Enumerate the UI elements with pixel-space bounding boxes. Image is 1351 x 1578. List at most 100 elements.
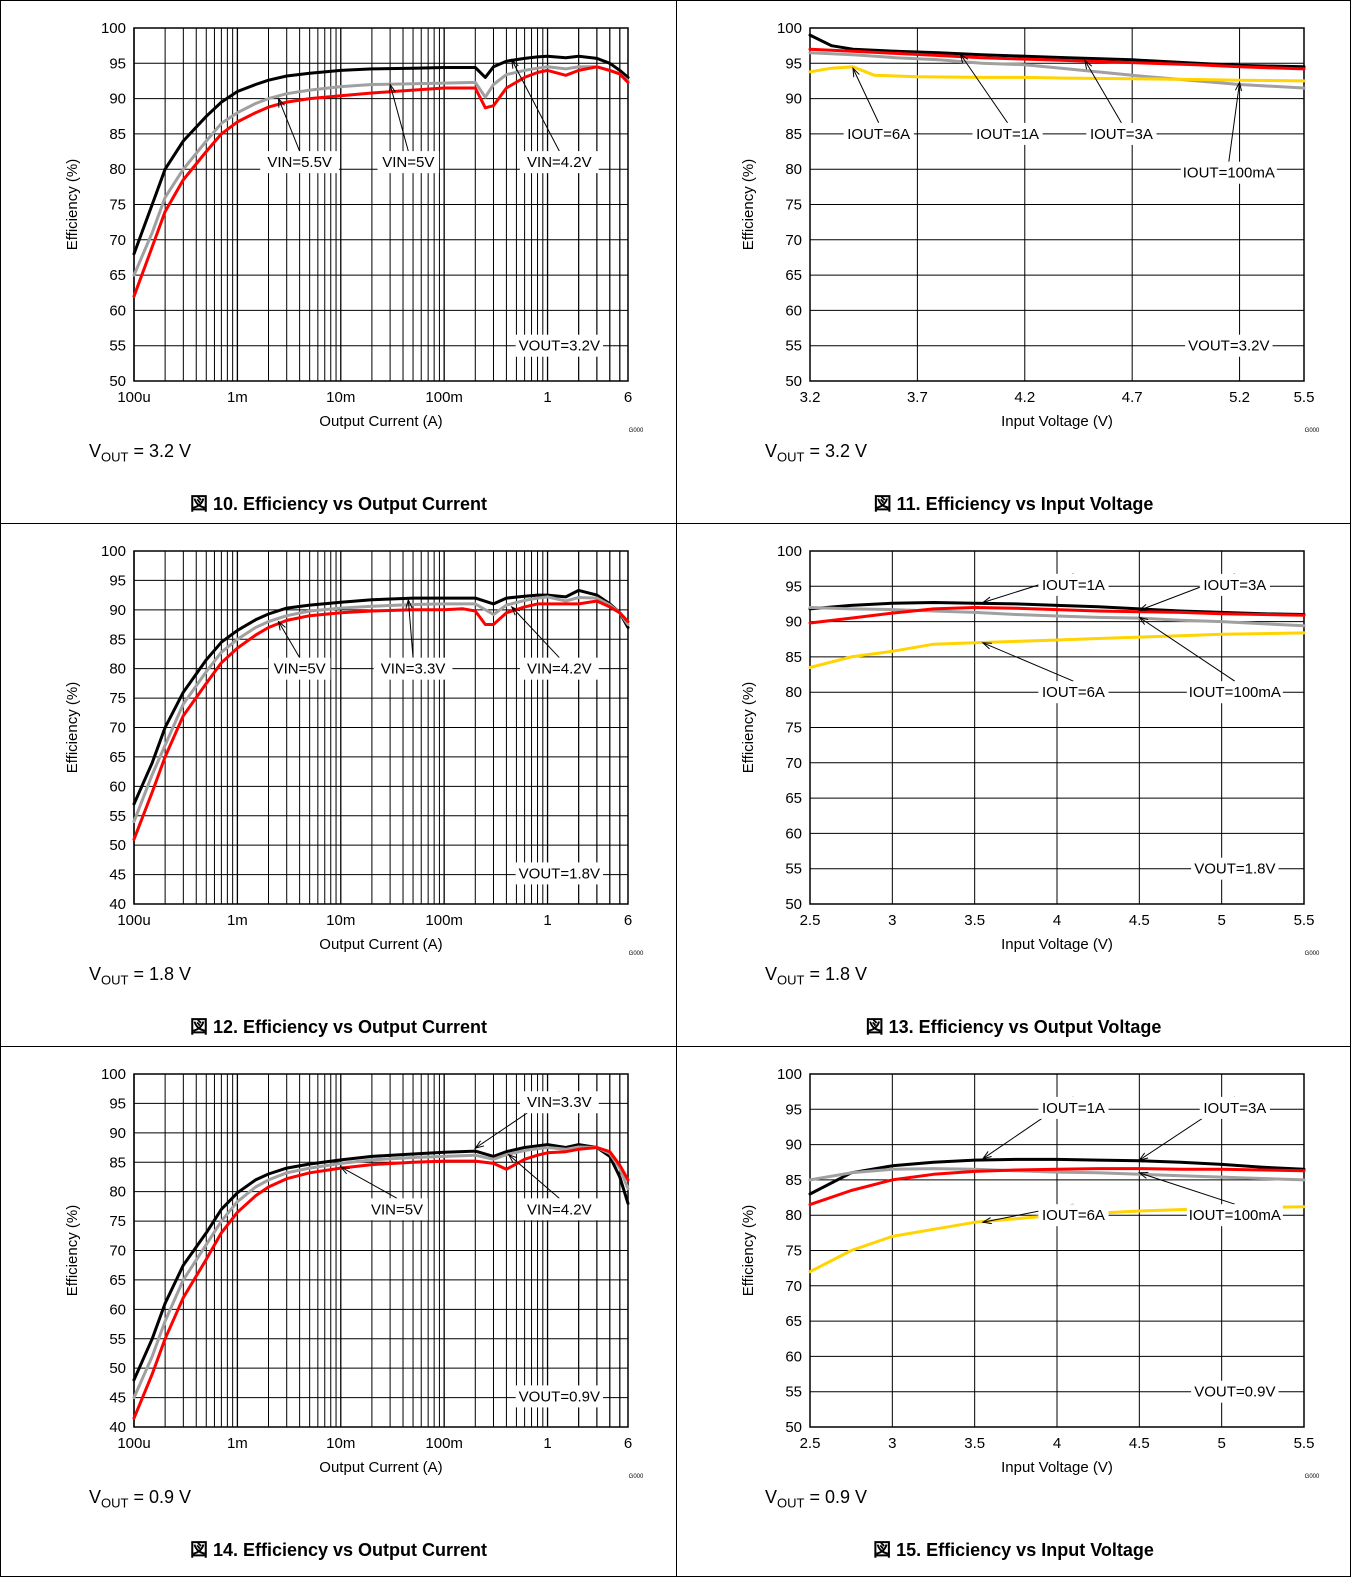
annotation-box [515, 862, 604, 885]
annotation-box [373, 657, 453, 680]
annotation-arrow [278, 621, 301, 658]
annotation-label: VIN=4.2V [527, 154, 592, 171]
y-tick-label: 65 [109, 749, 126, 766]
annotation-arrow [982, 642, 1074, 682]
y-tick-label: 50 [785, 1419, 802, 1436]
annotation-arrowhead [1138, 1152, 1149, 1161]
annotation-arrowhead [981, 642, 992, 650]
annotation-label: VIN=5V [274, 661, 326, 678]
y-tick-label: 50 [109, 837, 126, 854]
annotation-label: IOUT=3A [1203, 577, 1266, 594]
series-line-vin-4-2v [132, 599, 630, 841]
y-tick-label: 75 [109, 197, 126, 214]
series-line-vin-3-3v [132, 1143, 630, 1382]
y-tick-label: 60 [109, 1301, 126, 1318]
condition-label: VOUT = 1.8 V [765, 964, 868, 988]
annotation-box [519, 657, 599, 680]
annotation-box [972, 122, 1043, 145]
chart-efficiency-vs-output-voltage-1v8: 50 55 60 65 70 75 80 85 90 95 100 2.5 3 3.5 4 4.5 5 5.5 In… [740, 543, 1320, 957]
y-tick-label: 85 [785, 126, 802, 143]
annotation-arrowhead [507, 1153, 518, 1163]
annotation-arrow [959, 53, 1009, 124]
graph-code: G000 [629, 428, 644, 434]
y-axis-title: Efficiency (%) [64, 682, 81, 773]
annotation-arrow [1228, 82, 1241, 162]
annotation-box [519, 1198, 599, 1221]
y-tick-label: 90 [785, 91, 802, 108]
annotation-box [515, 334, 604, 357]
x-tick-label: 3 [888, 912, 896, 929]
y-tick-label: 50 [109, 1360, 126, 1377]
annotation-arrowhead [1084, 59, 1093, 70]
y-tick-label: 60 [109, 778, 126, 795]
y-axis-title: Efficiency (%) [64, 1205, 81, 1296]
x-tick-label: 3.5 [964, 912, 985, 929]
plot-frame [809, 27, 1305, 382]
y-tick-label: 60 [785, 302, 802, 319]
x-axis-title: Input Voltage (V) [1001, 413, 1113, 430]
figure-caption: 図 11. Efficiency vs Input Voltage [873, 494, 1154, 514]
y-tick-label: 45 [109, 1390, 126, 1407]
graph-code: G000 [1305, 428, 1320, 434]
x-tick-label: 1 [543, 1435, 551, 1452]
y-axis-title: Efficiency (%) [64, 159, 81, 250]
y-axis-title: Efficiency (%) [740, 1205, 757, 1296]
annotation-box [268, 657, 331, 680]
annotation-arrow [511, 606, 560, 659]
annotation-box [1199, 573, 1270, 596]
annotation-box [1038, 681, 1109, 704]
graph-code: G000 [629, 951, 644, 957]
figure-15-cell: 50 55 60 65 70 75 80 85 90 95 100 2.5 3 3.5 4 4.5 5 5.5 In… [676, 1046, 1351, 1577]
figure-caption: 図 10. Efficiency vs Output Current [189, 494, 488, 514]
y-tick-label: 70 [109, 232, 126, 249]
y-tick-label: 80 [785, 684, 802, 701]
graph-code: G000 [1305, 951, 1320, 957]
y-tick-label: 70 [785, 1278, 802, 1295]
annotation-box [843, 122, 914, 145]
annotation-arrowhead [852, 66, 860, 78]
y-tick-label: 95 [109, 55, 126, 72]
figure-14-cell: 40 45 50 55 60 65 70 75 80 85 90 95 100 100u 1m 10m 100m… [0, 1046, 677, 1577]
y-tick-label: 75 [785, 720, 802, 737]
x-tick-label: 4 [1053, 1435, 1061, 1452]
y-tick-label: 95 [785, 1101, 802, 1118]
plot-frame [133, 1073, 629, 1428]
annotation-arrowhead [474, 1140, 485, 1149]
annotation-arrowhead [1234, 80, 1242, 92]
x-tick-label: 100u [117, 1435, 150, 1452]
annotation-label: VOUT=1.8V [519, 865, 600, 882]
x-tick-label: 4 [1053, 912, 1061, 929]
y-tick-label: 85 [785, 649, 802, 666]
x-tick-label: 4.5 [1129, 912, 1150, 929]
annotation-box [260, 151, 340, 174]
x-tick-label: 10m [326, 1435, 355, 1452]
y-tick-label: 80 [785, 161, 802, 178]
x-tick-label: 100m [425, 912, 463, 929]
annotation-arrowhead [388, 83, 396, 94]
annotation-box [519, 151, 599, 174]
figure-caption: 図 15. Efficiency vs Input Voltage [873, 1540, 1154, 1560]
annotation-arrow [852, 68, 880, 124]
annotation-arrowhead [277, 97, 285, 108]
y-tick-label: 90 [785, 1137, 802, 1154]
series-line-vin-4-2v [132, 1145, 630, 1400]
y-tick-label: 85 [785, 1172, 802, 1189]
y-tick-label: 40 [109, 896, 126, 913]
x-tick-label: 6 [624, 912, 632, 929]
y-tick-label: 55 [785, 1384, 802, 1401]
condition-label: VOUT = 0.9 V [765, 1487, 868, 1511]
annotation-arrowhead [981, 1151, 992, 1160]
y-tick-label: 65 [109, 1272, 126, 1289]
x-tick-label: 5.5 [1294, 389, 1315, 406]
x-tick-label: 3.7 [907, 389, 928, 406]
y-tick-label: 70 [109, 720, 126, 737]
y-tick-label: 55 [785, 338, 802, 355]
annotation-label: IOUT=1A [1042, 1100, 1105, 1117]
annotation-arrow [340, 1166, 398, 1199]
annotation-label: IOUT=1A [1042, 577, 1105, 594]
annotation-box [1199, 1096, 1270, 1119]
x-tick-label: 3 [888, 1435, 896, 1452]
x-tick-label: 5 [1217, 912, 1225, 929]
annotation-label: VOUT=1.8V [1194, 861, 1275, 878]
